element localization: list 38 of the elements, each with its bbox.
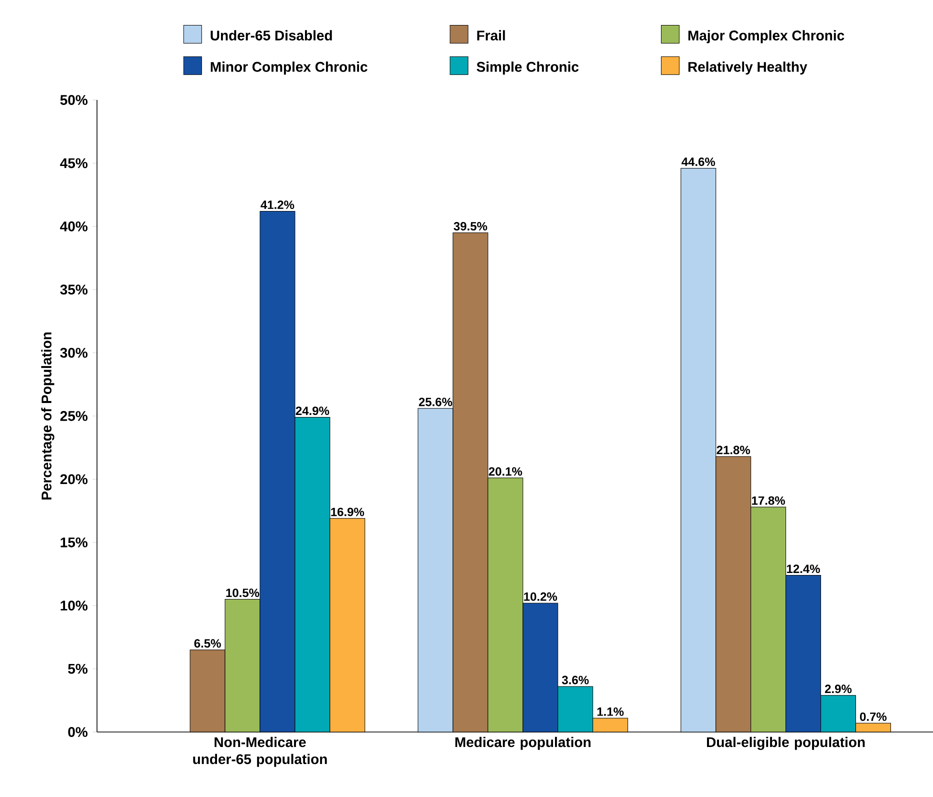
data-label: 24.9%: [296, 406, 330, 416]
data-label: 6.5%: [194, 639, 221, 648]
y-tick-label: 10%: [60, 600, 88, 611]
legend-label: Major Complex Chronic: [688, 30, 844, 44]
y-tick-label: 15%: [60, 537, 88, 548]
data-label: 20.1%: [488, 467, 522, 476]
legend-label: Simple Chronic: [476, 62, 579, 75]
legend-label: Relatively Healthy: [688, 62, 808, 75]
y-axis-title: Percentage of Population: [41, 332, 54, 500]
legend-label: Minor Complex Chronic: [210, 62, 368, 75]
x-tick-label: Dual-eligible population: [707, 736, 865, 750]
data-label: 39.5%: [454, 222, 488, 231]
x-tick-label: Medicare population: [455, 736, 590, 750]
data-label: 10.5%: [226, 588, 260, 598]
data-label: 0.7%: [860, 712, 887, 721]
data-label: 21.8%: [716, 446, 750, 454]
data-label: 16.9%: [331, 508, 364, 516]
y-tick-label: 40%: [60, 221, 88, 232]
y-tick-label: 5%: [68, 664, 88, 674]
legend-label: Frail: [477, 30, 505, 40]
y-tick-label: 0%: [68, 727, 88, 737]
data-label: 44.6%: [682, 158, 716, 166]
data-label: 17.8%: [752, 496, 785, 505]
y-tick-label: 30%: [60, 348, 88, 358]
data-label: 12.4%: [787, 564, 820, 574]
legend-label: Under-65 Disabled: [210, 30, 332, 40]
data-label: 3.6%: [562, 676, 589, 684]
y-tick-label: 20%: [60, 474, 88, 484]
data-label: 1.1%: [597, 707, 624, 716]
data-label: 10.2%: [524, 592, 558, 601]
data-label: 2.9%: [824, 684, 852, 694]
data-label: 25.6%: [418, 398, 452, 406]
y-tick-label: 45%: [60, 158, 88, 168]
y-tick-label: 35%: [60, 284, 88, 295]
data-label: 41.2%: [260, 200, 294, 210]
y-tick-label: 50%: [60, 95, 88, 105]
y-tick-label: 25%: [60, 411, 88, 421]
x-tick-label: Non-Medicare under-65 population: [193, 736, 327, 767]
